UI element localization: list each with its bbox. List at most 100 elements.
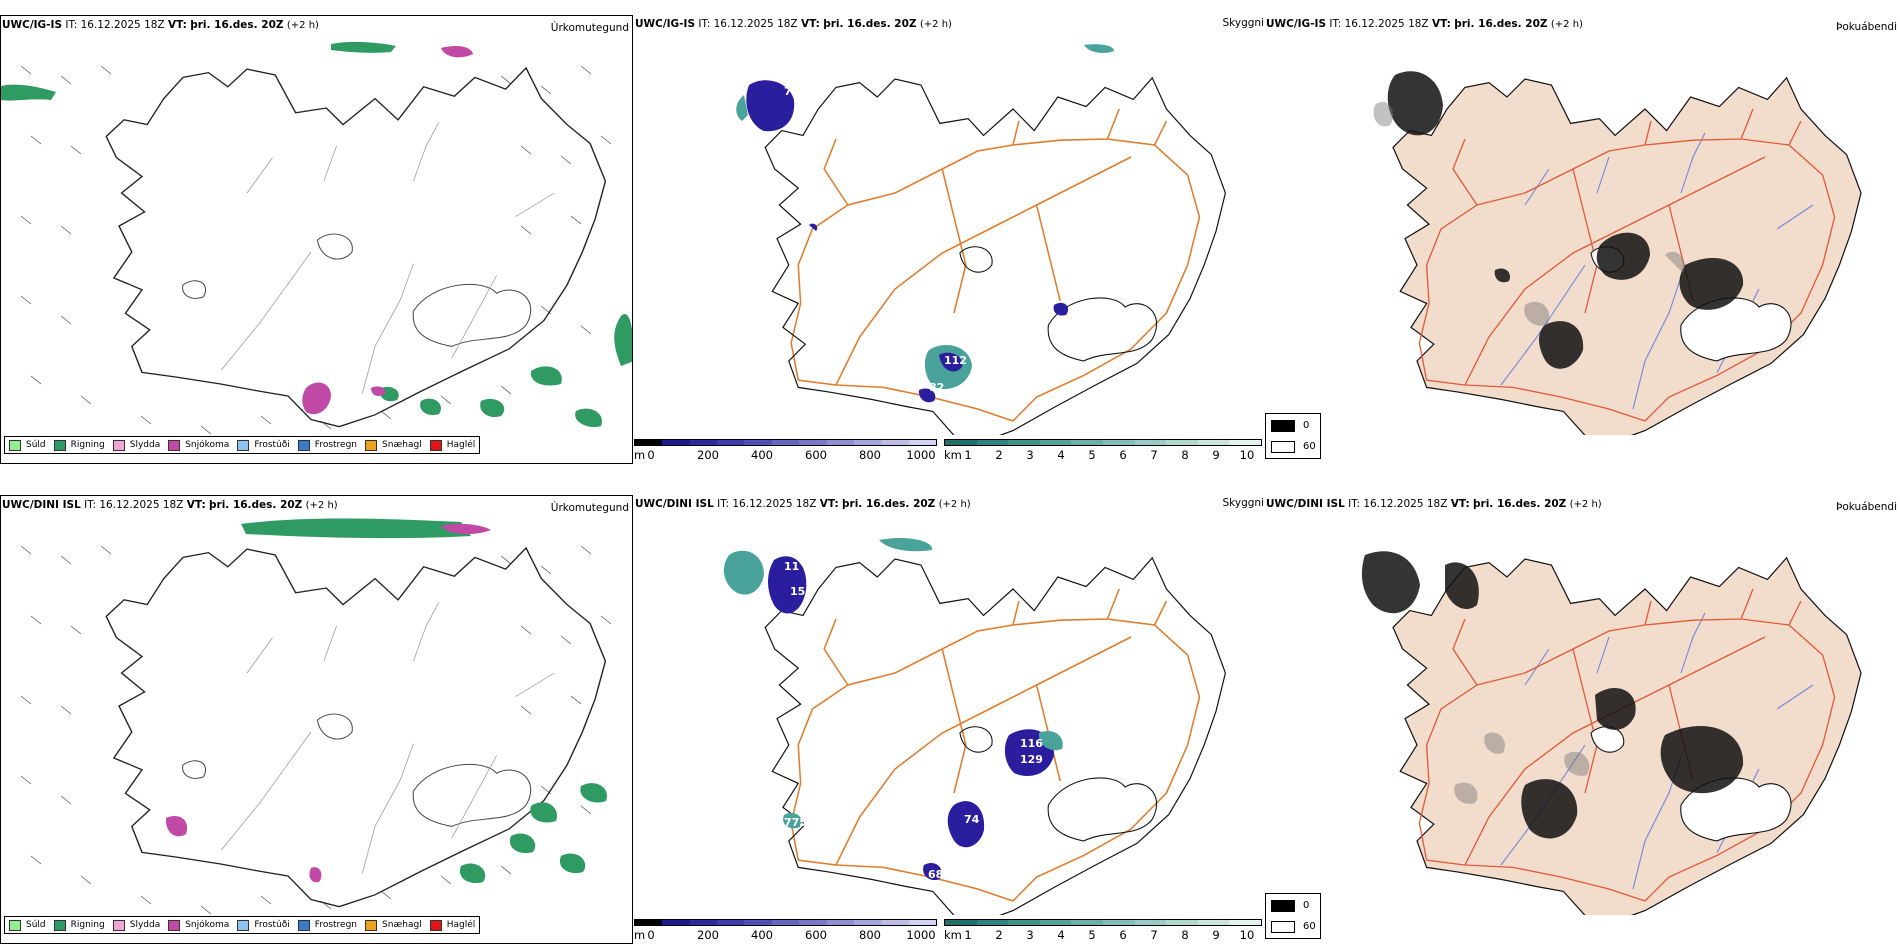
fog-legend-value: 60	[1303, 441, 1316, 452]
cloud-visibility-panel-top: 74 72 112 82 UWC/IG-IS IT: 16.12.2025 18…	[634, 15, 1264, 464]
legend-item: Slydda	[112, 919, 160, 931]
visibility-tick: 9	[1212, 928, 1220, 942]
legend-swatch	[112, 919, 125, 931]
legend-item: Snjókoma	[168, 439, 229, 451]
fog-swatch	[1271, 921, 1295, 933]
panel-title: UWC/DINI ISL IT: 16.12.2025 18Z VT: þri.…	[2, 499, 338, 511]
visibility-tick: 10	[1239, 928, 1255, 942]
precip-map-top	[1, 41, 632, 435]
ceiling-strip	[634, 919, 937, 926]
legend-swatch	[168, 439, 181, 451]
legend-swatch	[297, 439, 310, 451]
fog-title: Þokuábendi	[1836, 21, 1897, 33]
ceiling-unit: m	[634, 928, 646, 942]
precip-title: Úrkomutegund	[550, 22, 629, 34]
ceiling-tick: 0	[647, 448, 655, 462]
fog-swatch	[1271, 900, 1295, 912]
legend-swatch	[112, 439, 125, 451]
precip-type-panel-top: UWC/IG-IS IT: 16.12.2025 18Z VT: þri. 16…	[0, 15, 633, 464]
visibility-tick: 9	[1212, 448, 1220, 462]
legend-swatch	[53, 439, 66, 451]
ceiling-strip	[634, 439, 937, 446]
fog-map-bottom	[1361, 551, 1862, 915]
legend-item: Slydda	[112, 439, 160, 451]
visibility-tick: 5	[1088, 928, 1096, 942]
panel-title: UWC/DINI ISL IT: 16.12.2025 18Z VT: þri.…	[635, 498, 971, 510]
legend-swatch	[168, 919, 181, 931]
rain-areas	[241, 518, 607, 884]
cloud-map-bottom: 11 15 116 129 74 775 68	[723, 538, 1227, 915]
ceiling-tick: 1000	[906, 928, 936, 942]
cloud-value: 775	[784, 816, 807, 829]
panel-title: UWC/IG-IS IT: 16.12.2025 18Z VT: þri. 16…	[2, 19, 319, 31]
cloud-visibility-panel-bottom: 11 15 116 129 74 775 68 UWC/DINI ISL IT:…	[634, 495, 1264, 944]
cloud-areas	[736, 44, 1114, 403]
visibility-tick: 1	[964, 448, 972, 462]
ceiling-tick: 800	[859, 448, 881, 462]
cloud-value: 11	[784, 560, 799, 573]
legend-item: Rigning	[53, 919, 105, 931]
legend-swatch	[237, 919, 250, 931]
snow-areas	[165, 523, 491, 883]
precip-title: Úrkomutegund	[550, 502, 629, 514]
cloud-title: Skyggni	[1222, 497, 1265, 509]
legend-swatch	[365, 919, 378, 931]
visibility-tick: 3	[1026, 928, 1034, 942]
visibility-colorbar: km 1 2 3 4 5 6 7 8 9 10	[944, 439, 1264, 462]
visibility-tick: 8	[1181, 928, 1189, 942]
fog-legend: 0 60	[1265, 413, 1321, 459]
ceiling-colorbar: m 0 200 400 600 800 1000	[634, 439, 939, 462]
ceiling-tick: 400	[751, 448, 773, 462]
legend-item: Frostúði	[237, 439, 290, 451]
precip-map-bottom	[20, 518, 612, 915]
legend-swatch	[9, 919, 21, 931]
legend-swatch	[429, 919, 442, 931]
legend-swatch	[297, 919, 310, 931]
visibility-tick: 6	[1119, 448, 1127, 462]
visibility-unit: km	[944, 448, 962, 462]
visibility-tick: 3	[1026, 448, 1034, 462]
cloud-value: 68	[928, 868, 943, 881]
ceiling-tick: 400	[751, 928, 773, 942]
legend-swatch	[429, 439, 442, 451]
legend-item: Rigning	[53, 439, 105, 451]
legend-item: Súld	[9, 919, 46, 931]
ceiling-tick: 0	[647, 928, 655, 942]
legend-item: Frostregn	[297, 919, 357, 931]
ceiling-tick: 200	[697, 928, 719, 942]
cloud-map-top: 74 72 112 82	[736, 44, 1227, 435]
visibility-tick: 1	[964, 928, 972, 942]
precip-type-panel-bottom: UWC/DINI ISL IT: 16.12.2025 18Z VT: þri.…	[0, 495, 633, 944]
ceiling-tick: 800	[859, 928, 881, 942]
cloud-value: 116	[1020, 737, 1043, 750]
fog-swatch	[1271, 420, 1295, 432]
legend-item: Súld	[9, 439, 46, 451]
legend-swatch	[365, 439, 378, 451]
cloud-value: 129	[1020, 753, 1043, 766]
visibility-tick: 8	[1181, 448, 1189, 462]
visibility-colorbar: km 1 2 3 4 5 6 7 8 9 10	[944, 919, 1264, 942]
fog-panel-top: UWC/IG-IS IT: 16.12.2025 18Z VT: þri. 16…	[1265, 15, 1900, 464]
fog-panel-bottom: UWC/DINI ISL IT: 16.12.2025 18Z VT: þri.…	[1265, 495, 1900, 944]
wind-barbs	[20, 65, 612, 435]
visibility-tick: 2	[995, 928, 1003, 942]
legend-swatch	[237, 439, 250, 451]
wind-barbs	[20, 545, 612, 915]
fog-legend-value: 0	[1303, 420, 1310, 431]
fog-legend: 0 60	[1265, 893, 1321, 939]
visibility-tick: 4	[1057, 928, 1065, 942]
visibility-unit: km	[944, 928, 962, 942]
visibility-strip	[944, 439, 1262, 446]
legend-item: Snæhagl	[365, 439, 422, 451]
panel-title: UWC/IG-IS IT: 16.12.2025 18Z VT: þri. 16…	[1266, 18, 1583, 30]
legend-item: Frostregn	[297, 439, 357, 451]
visibility-tick: 5	[1088, 448, 1096, 462]
panel-title: UWC/IG-IS IT: 16.12.2025 18Z VT: þri. 16…	[635, 18, 952, 30]
cloud-value: 74	[784, 85, 800, 98]
cloud-value: 74	[964, 813, 980, 826]
legend-item: Frostúði	[237, 919, 290, 931]
legend-item: Snæhagl	[365, 919, 422, 931]
fog-map-top	[1373, 71, 1862, 435]
legend-swatch	[53, 919, 66, 931]
fog-title: Þokuábendi	[1836, 501, 1897, 513]
